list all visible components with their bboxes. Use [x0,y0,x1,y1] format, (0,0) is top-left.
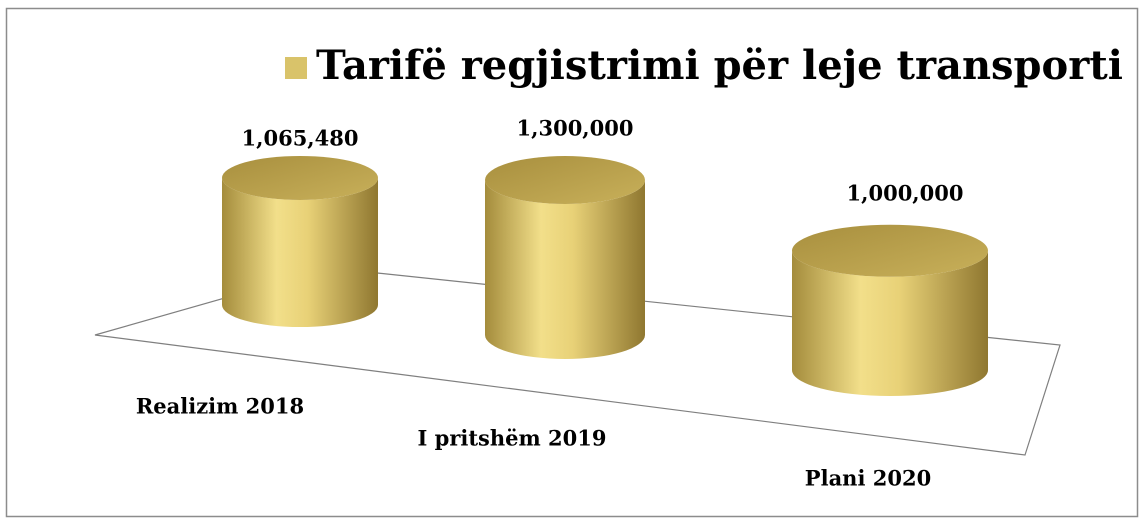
value-label: 1,000,000 [847,181,964,206]
category-label: Realizim 2018 [136,394,304,419]
cylinder-top [792,224,988,277]
legend-swatch [285,57,307,79]
cylinder-top [222,155,378,200]
cylinder-top [485,156,645,204]
legend-label: Tarifë regjistrimi për leje transporti [316,42,1123,89]
category-label: Plani 2020 [805,466,931,491]
cylinder [792,250,988,396]
cylinder [485,180,645,359]
cylinder [222,177,378,327]
value-label: 1,065,480 [242,126,359,151]
value-label: 1,300,000 [517,116,634,141]
category-label: I pritshëm 2019 [418,426,607,451]
